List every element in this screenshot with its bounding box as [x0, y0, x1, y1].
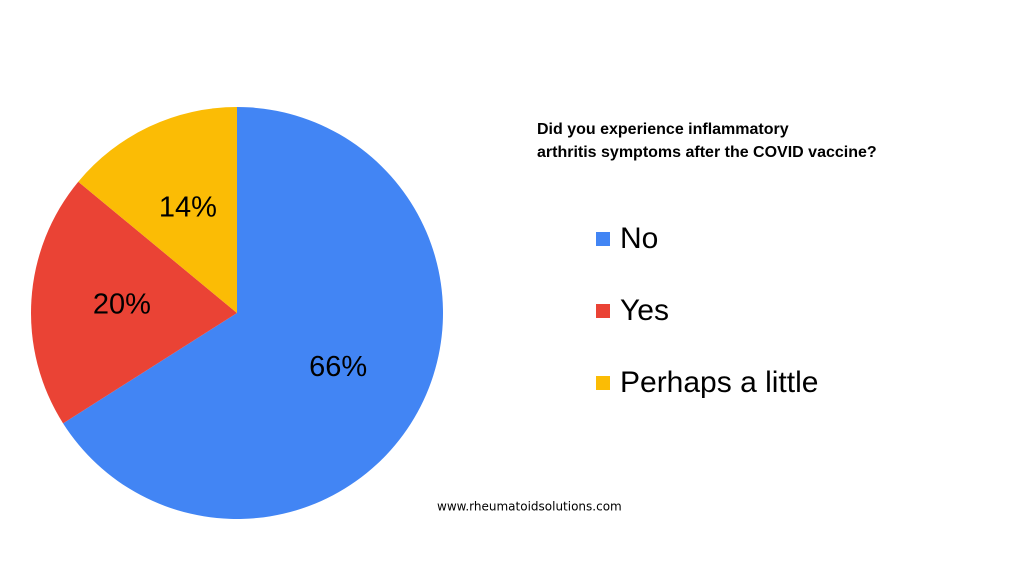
chart-title: Did you experience inflammatory — [537, 121, 789, 138]
legend-label: Perhaps a little — [620, 366, 818, 399]
legend-swatch — [596, 376, 610, 390]
pie-slice — [31, 181, 238, 424]
slice-label: 20% — [93, 288, 151, 320]
legend-label: Yes — [620, 294, 669, 327]
slice-label: 66% — [309, 351, 367, 383]
pie-slice — [63, 107, 443, 520]
slice-label: 14% — [159, 191, 217, 223]
legend-swatch — [596, 232, 610, 246]
pie-slice — [78, 107, 238, 313]
legend-label: No — [620, 222, 658, 255]
source: www.rheumatoidsolutions.com — [437, 500, 622, 514]
chart-title: arthritis symptoms after the COVID vacci… — [537, 144, 877, 161]
legend-swatch — [596, 304, 610, 318]
